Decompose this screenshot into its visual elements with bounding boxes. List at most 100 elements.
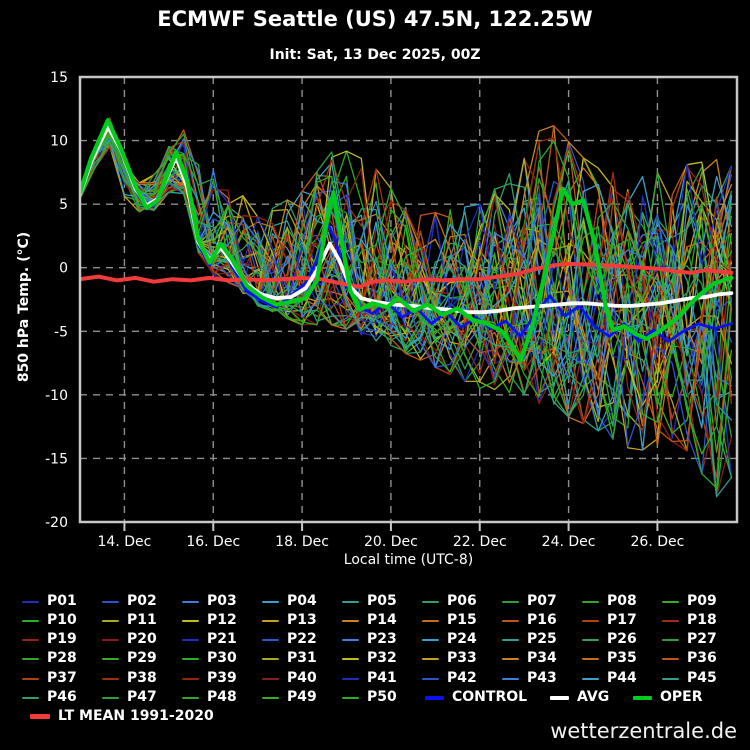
legend-item-p40-swatch [262, 677, 279, 680]
legend-item-p18: P18 [662, 613, 717, 628]
legend-item-p50-label: P50 [367, 689, 397, 705]
legend-item-p04: P04 [262, 594, 317, 609]
legend-item-p12: P12 [182, 613, 237, 628]
legend-item-avg: AVG [550, 690, 609, 705]
legend-item-p19-swatch [22, 638, 39, 641]
legend-item-p01-swatch [22, 600, 39, 603]
legend-item-p39-swatch [182, 677, 199, 680]
legend-item-p27: P27 [662, 632, 717, 647]
series-lt-mean-1991-2020 [80, 261, 734, 289]
y-tick-label: 15 [50, 70, 68, 86]
legend-item-p10: P10 [22, 613, 77, 628]
legend-item-p17-label: P17 [607, 612, 637, 628]
legend-item-p28-label: P28 [47, 650, 77, 666]
legend-item-p08-swatch [582, 600, 599, 603]
init-time-subtitle: Init: Sat, 13 Dec 2025, 00Z [269, 47, 481, 63]
legend-item-p15-label: P15 [447, 612, 477, 628]
legend-item-p38: P38 [102, 671, 157, 686]
y-tick-label: -5 [54, 324, 68, 340]
legend-item-oper-label: OPER [660, 689, 703, 705]
legend-item-p16: P16 [502, 613, 557, 628]
legend-item-p30-label: P30 [207, 650, 237, 666]
y-tick-label: 0 [59, 261, 68, 277]
legend-item-avg-swatch [550, 695, 569, 700]
legend-item-p49-swatch [262, 696, 279, 699]
legend-item-p16-label: P16 [527, 612, 557, 628]
legend-item-p28: P28 [22, 651, 77, 666]
legend-item-p23: P23 [342, 632, 397, 647]
legend-item-p13-swatch [262, 619, 279, 622]
legend-item-p10-label: P10 [47, 612, 77, 628]
legend-item-p37-swatch [22, 677, 39, 680]
legend-item-p38-label: P38 [127, 670, 157, 686]
legend-item-p44: P44 [582, 671, 637, 686]
x-tick-label: 24. Dec [542, 534, 596, 550]
legend-item-p11: P11 [102, 613, 157, 628]
legend-item-p38-swatch [102, 677, 119, 680]
legend-item-p24-swatch [422, 638, 439, 641]
legend-item-p05-swatch [342, 600, 359, 603]
legend-item-p02: P02 [102, 594, 157, 609]
legend-item-p06-swatch [422, 600, 439, 603]
legend-item-p26-swatch [582, 638, 599, 641]
legend-item-p30: P30 [182, 651, 237, 666]
legend-item-avg-label: AVG [577, 689, 610, 705]
legend-item-p07-label: P07 [527, 593, 557, 609]
legend-item-p04-label: P04 [287, 593, 317, 609]
watermark: wetterzentrale.de [550, 719, 737, 743]
legend-item-p43-label: P43 [527, 670, 557, 686]
legend-item-p01-label: P01 [47, 593, 77, 609]
legend-item-p36-swatch [662, 657, 679, 660]
legend-item-p20: P20 [102, 632, 157, 647]
legend-item-p18-label: P18 [687, 612, 717, 628]
legend-item-p35-swatch [582, 657, 599, 660]
legend-item-p39-label: P39 [207, 670, 237, 686]
legend-item-p46: P46 [22, 690, 77, 705]
legend-item-p18-swatch [662, 619, 679, 622]
legend-item-p23-swatch [342, 638, 359, 641]
legend-item-p22: P22 [262, 632, 317, 647]
legend-item-p02-swatch [102, 600, 119, 603]
legend-item-p48-swatch [182, 696, 199, 699]
legend-item-p33: P33 [422, 651, 477, 666]
legend-item-p09-swatch [662, 600, 679, 603]
legend-item-p27-swatch [662, 638, 679, 641]
legend-item-p22-swatch [262, 638, 279, 641]
legend-item-p23-label: P23 [367, 631, 397, 647]
legend-item-p06-label: P06 [447, 593, 477, 609]
legend-item-p24: P24 [422, 632, 477, 647]
legend-item-p25: P25 [502, 632, 557, 647]
x-tick-label: 22. Dec [453, 534, 507, 550]
legend-item-p42: P42 [422, 671, 477, 686]
legend-item-p40: P40 [262, 671, 317, 686]
legend-item-p10-swatch [22, 619, 39, 622]
legend-item-p45: P45 [662, 671, 717, 686]
legend-item-p34-label: P34 [527, 650, 557, 666]
legend-item-lt-mean-label: LT MEAN 1991-2020 [58, 708, 214, 724]
legend-item-p27-label: P27 [687, 631, 717, 647]
legend-item-p12-swatch [182, 619, 199, 622]
legend-item-p21-swatch [182, 638, 199, 641]
legend-item-p32-label: P32 [367, 650, 397, 666]
legend-item-p05-label: P05 [367, 593, 397, 609]
page-title: ECMWF Seattle (US) 47.5N, 122.25W [157, 7, 593, 31]
legend-item-p34: P34 [502, 651, 557, 666]
legend-item-p50: P50 [342, 690, 397, 705]
legend-item-p14: P14 [342, 613, 397, 628]
legend-item-control-swatch [425, 695, 444, 700]
legend-item-p20-swatch [102, 638, 119, 641]
x-axis-label: Local time (UTC-8) [343, 552, 474, 568]
legend-item-p48-label: P48 [207, 689, 237, 705]
legend-item-control: CONTROL [425, 690, 527, 705]
legend-item-p08-label: P08 [607, 593, 637, 609]
legend-item-p26: P26 [582, 632, 637, 647]
legend-item-p21: P21 [182, 632, 237, 647]
legend-item-p32: P32 [342, 651, 397, 666]
legend-item-p11-label: P11 [127, 612, 157, 628]
legend-item-p50-swatch [342, 696, 359, 699]
legend-item-p45-label: P45 [687, 670, 717, 686]
legend-item-p37-label: P37 [47, 670, 77, 686]
legend-item-p25-swatch [502, 638, 519, 641]
